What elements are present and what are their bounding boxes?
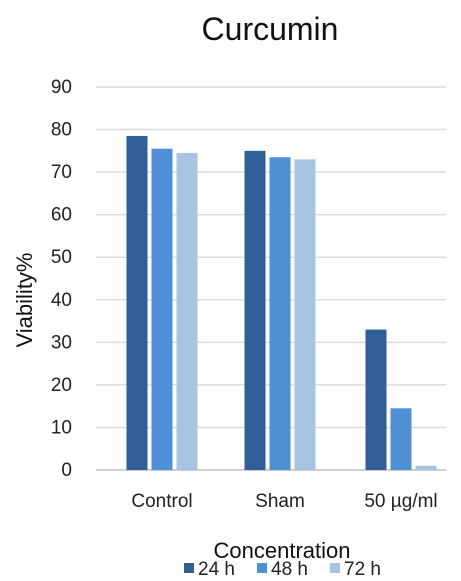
legend-swatch: [184, 563, 194, 573]
legend: 24 h 48 h 72 h: [184, 559, 381, 580]
chart-title: Curcumin: [202, 11, 339, 47]
y-axis-ticks: 0 10 20 30 40 50 60 70 80 90: [51, 77, 72, 481]
bar-layer: [126, 135, 437, 471]
bar-72-h-sham: [294, 159, 316, 470]
y-tick-label: 30: [51, 332, 72, 353]
y-tick-label: 40: [51, 290, 72, 311]
y-tick-label: 20: [51, 375, 72, 396]
y-tick-label: 10: [51, 417, 72, 438]
bar-48-h-sham: [269, 157, 291, 470]
bar-72-h-50-g-ml: [415, 465, 437, 470]
y-tick-label: 70: [51, 162, 72, 183]
x-tick-label: Sham: [255, 491, 305, 512]
y-tick-label: 50: [51, 247, 72, 268]
bar-48-h-control: [151, 148, 173, 470]
y-tick-label: 90: [51, 77, 72, 98]
chart-title-group: Curcumin: [202, 11, 339, 47]
bar-72-h-control: [176, 152, 198, 470]
y-tick-label: 80: [51, 120, 72, 141]
bar-24-h-sham: [244, 150, 266, 471]
x-axis-label: Concentration: [214, 538, 351, 563]
legend-label: 72 h: [344, 559, 381, 580]
y-tick-label: 0: [61, 460, 72, 481]
x-tick-label: Control: [131, 491, 192, 512]
y-axis-label: Viability%: [12, 253, 37, 348]
legend-swatch: [330, 563, 340, 573]
bar-24-h-control: [126, 135, 148, 470]
x-axis-label-group: Concentration: [214, 538, 351, 563]
y-axis-label-group: Viability%: [12, 253, 37, 348]
legend-label: 24 h: [198, 559, 235, 580]
x-axis-ticks: Control Sham 50 µg/ml: [131, 491, 437, 512]
bar-24-h-50-g-ml: [365, 329, 387, 470]
y-tick-label: 60: [51, 205, 72, 226]
legend-swatch: [257, 563, 267, 573]
x-tick-label: 50 µg/ml: [364, 491, 437, 512]
legend-label: 48 h: [271, 559, 308, 580]
bar-48-h-50-g-ml: [390, 408, 412, 470]
